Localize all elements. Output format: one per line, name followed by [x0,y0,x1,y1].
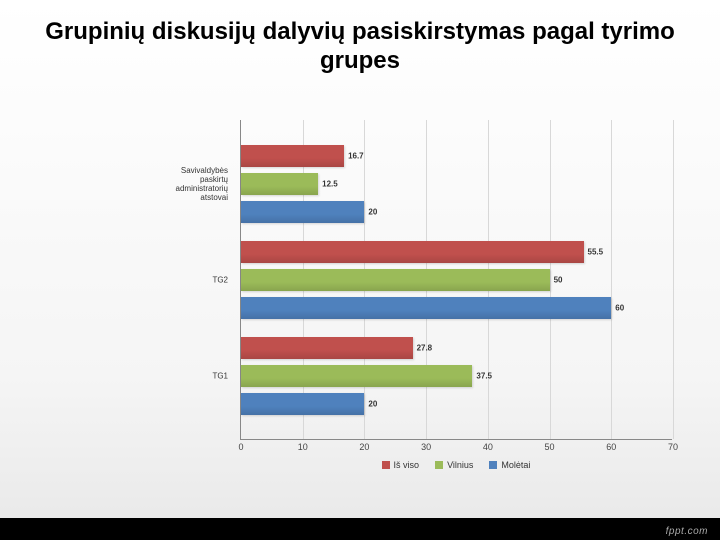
legend-label: Molėtai [501,460,530,470]
bar [241,393,364,415]
x-tick-label: 20 [359,442,369,452]
x-tick-label: 0 [238,442,243,452]
legend-label: Vilnius [447,460,473,470]
legend-swatch [382,461,390,469]
plot-region: 010203040506070Savivaldybės paskirtų adm… [240,120,672,440]
bar [241,173,318,195]
x-tick-label: 10 [298,442,308,452]
chart-title: Grupinių diskusijų dalyvių pasiskirstyma… [0,0,720,84]
category-label: TG1 [212,372,228,381]
category-label: Savivaldybės paskirtų administratorių at… [176,166,228,202]
bar-value-label: 27.8 [417,344,433,353]
x-tick-label: 40 [483,442,493,452]
bar [241,269,550,291]
footer-logo: fppt.com [666,526,708,537]
x-tick-label: 50 [545,442,555,452]
legend: Iš viso Vilnius Molėtai [240,460,672,470]
legend-item: Molėtai [489,460,530,470]
legend-item: Vilnius [435,460,473,470]
bar-value-label: 16.7 [348,152,364,161]
bar [241,297,611,319]
chart-area: 0 10 20 30 40 50 60 70 Savivaldybės paskirtų adm… [40,120,680,480]
legend-swatch [435,461,443,469]
bar-value-label: 60 [615,304,624,313]
legend-label: Iš viso [394,460,420,470]
gridline [550,120,551,439]
category-label: TG2 [212,276,228,285]
bar [241,241,584,263]
legend-swatch [489,461,497,469]
bar [241,365,472,387]
bar-value-label: 20 [368,400,377,409]
bar [241,337,413,359]
bar [241,145,344,167]
bar-value-label: 55.5 [588,248,604,257]
x-tick-label: 60 [606,442,616,452]
gridline [611,120,612,439]
bar-value-label: 37.5 [476,372,492,381]
x-tick-label: 30 [421,442,431,452]
bar-value-label: 12.5 [322,180,338,189]
legend-item: Iš viso [382,460,420,470]
gridline [673,120,674,439]
x-tick-label: 70 [668,442,678,452]
footer-bar: fppt.com [0,518,720,540]
bar-value-label: 50 [554,276,563,285]
bar-value-label: 20 [368,208,377,217]
bar [241,201,364,223]
